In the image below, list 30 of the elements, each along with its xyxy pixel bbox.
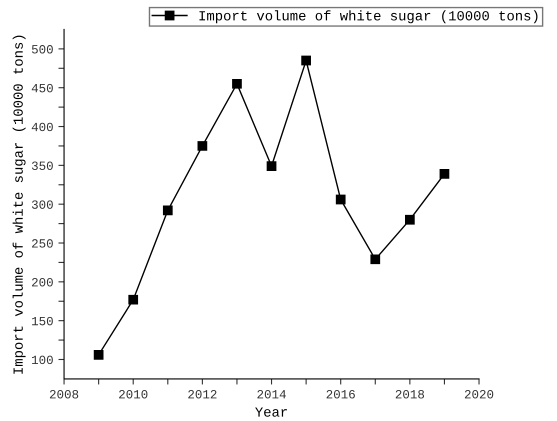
legend-label: Import volume of white sugar (10000 tons)	[199, 10, 538, 24]
x-tick-label: 2014	[257, 390, 286, 398]
x-tick-label: 2008	[50, 390, 78, 398]
x-tick-label: 2018	[396, 390, 424, 398]
point	[94, 350, 104, 360]
point	[370, 254, 380, 264]
point	[301, 56, 311, 66]
point	[162, 206, 173, 216]
point	[232, 78, 242, 89]
y-axis-title: Import volume of white sugar (10000 tons)	[12, 36, 26, 374]
y-tick-label: 250	[32, 239, 53, 248]
x-axis-title: Year	[255, 407, 287, 417]
point	[336, 194, 346, 204]
point	[405, 214, 415, 225]
y-tick-label: 350	[32, 162, 53, 170]
y-tick-label: 500	[32, 45, 53, 54]
x-tick-label: 2012	[188, 390, 216, 398]
y-tick-label: 150	[32, 316, 53, 326]
point	[128, 294, 138, 305]
y-tick-label: 100	[32, 356, 53, 364]
y-tick-label: 450	[32, 84, 53, 92]
x-tick-label: 2020	[464, 390, 494, 398]
point	[440, 169, 450, 179]
y-tick-label: 300	[32, 200, 53, 209]
point	[198, 141, 208, 151]
point	[266, 161, 276, 171]
x-tick-label: 2010	[119, 390, 148, 398]
x-tick-label: 2016	[326, 390, 355, 398]
y-tick-label: 200	[32, 278, 53, 286]
y-tick-label: 400	[32, 122, 53, 132]
